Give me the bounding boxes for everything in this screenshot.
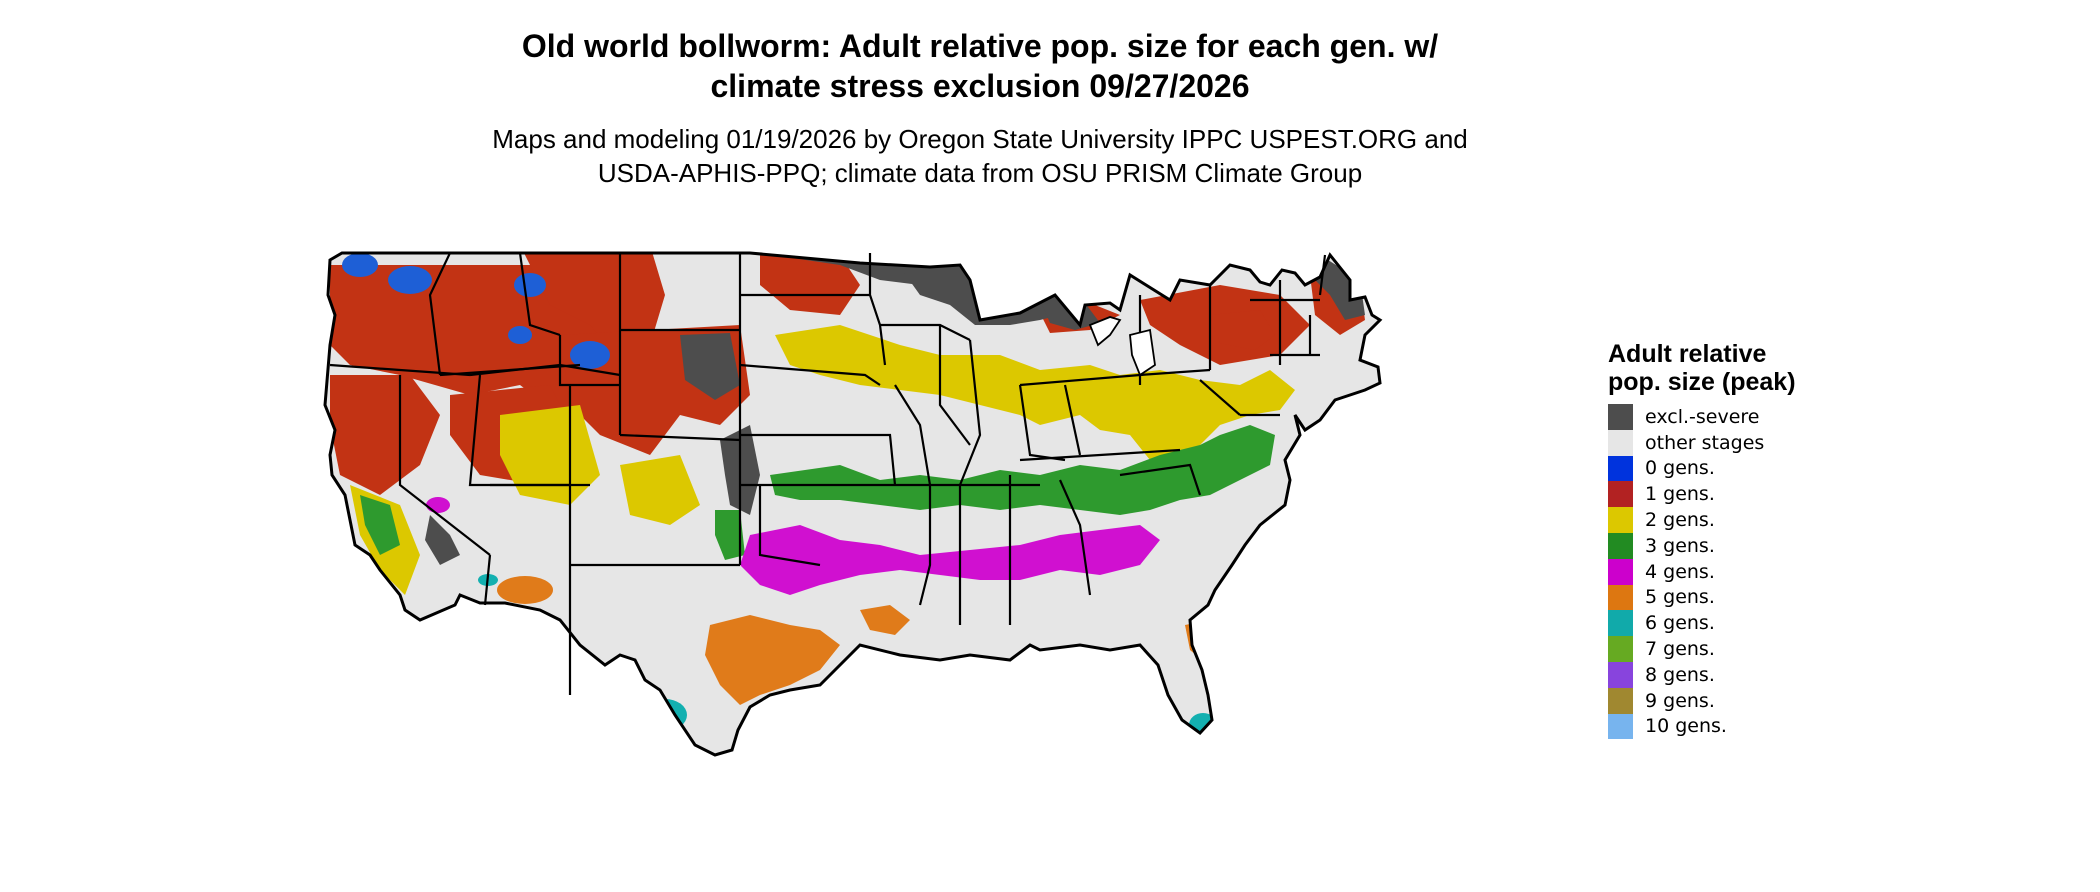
legend-item: 8 gens. [1608,661,1838,688]
zone-3-gens [360,425,1275,560]
legend-title: Adult relative pop. size (peak) [1608,340,1796,396]
legend-label: 0 gens. [1645,457,1715,480]
legend-item: 5 gens. [1608,584,1838,611]
state-boundaries [329,252,1327,695]
legend-item: 7 gens. [1608,636,1838,662]
legend: Adult relative pop. size (peak) excl.-se… [1608,340,1838,740]
legend-label: 2 gens. [1645,509,1715,532]
legend-label: 4 gens. [1645,560,1715,583]
legend-swatch [1608,713,1633,740]
legend-label: 6 gens. [1645,612,1715,635]
legend-items: excl.-severe other stages 0 gens. 1 gens. 2 … [1608,404,1838,740]
legend-swatch [1608,636,1633,662]
legend-swatch [1608,558,1633,585]
us-map [323,251,1382,757]
legend-swatch [1608,507,1633,533]
legend-swatch [1608,404,1633,430]
legend-item: 6 gens. [1608,610,1838,637]
legend-item: 9 gens. [1608,687,1838,714]
legend-item: 1 gens. [1608,481,1838,508]
legend-label: excl.-severe [1645,405,1760,428]
legend-label: other stages [1645,431,1765,454]
zone-excl-severe [425,253,1365,565]
legend-item: 0 gens. [1608,455,1838,482]
legend-item: excl.-severe [1608,404,1838,430]
legend-swatch [1608,429,1633,456]
legend-label: 5 gens. [1645,586,1715,609]
legend-item: other stages [1608,429,1838,456]
legend-swatch [1608,481,1633,508]
legend-swatch [1608,661,1633,688]
great-lakes [1088,316,1156,377]
legend-item: 4 gens. [1608,558,1838,585]
legend-swatch [1608,532,1633,559]
legend-label: 1 gens. [1645,483,1715,506]
legend-label: 10 gens. [1645,715,1727,738]
zone-0-gens [342,253,610,369]
legend-label: 8 gens. [1645,663,1715,686]
legend-label: 3 gens. [1645,534,1715,557]
map-title-line-1: Old world bollworm: Adult relative pop. … [521,28,1439,64]
legend-label: 9 gens. [1645,689,1715,712]
legend-swatch [1608,455,1633,482]
legend-swatch [1608,610,1633,637]
map-subtitle-line-2: USDA-APHIS-PPQ; climate data from OSU PR… [597,158,1363,188]
legend-item: 3 gens. [1608,532,1838,559]
legend-item: 10 gens. [1608,713,1838,740]
legend-item: 2 gens. [1608,507,1838,533]
map-title-line-2: climate stress exclusion 09/27/2026 [710,68,1250,104]
legend-swatch [1608,687,1633,714]
legend-label: 7 gens. [1645,638,1715,661]
map-subtitle-line-1: Maps and modeling 01/19/2026 by Oregon S… [492,124,1468,154]
legend-swatch [1608,584,1633,611]
